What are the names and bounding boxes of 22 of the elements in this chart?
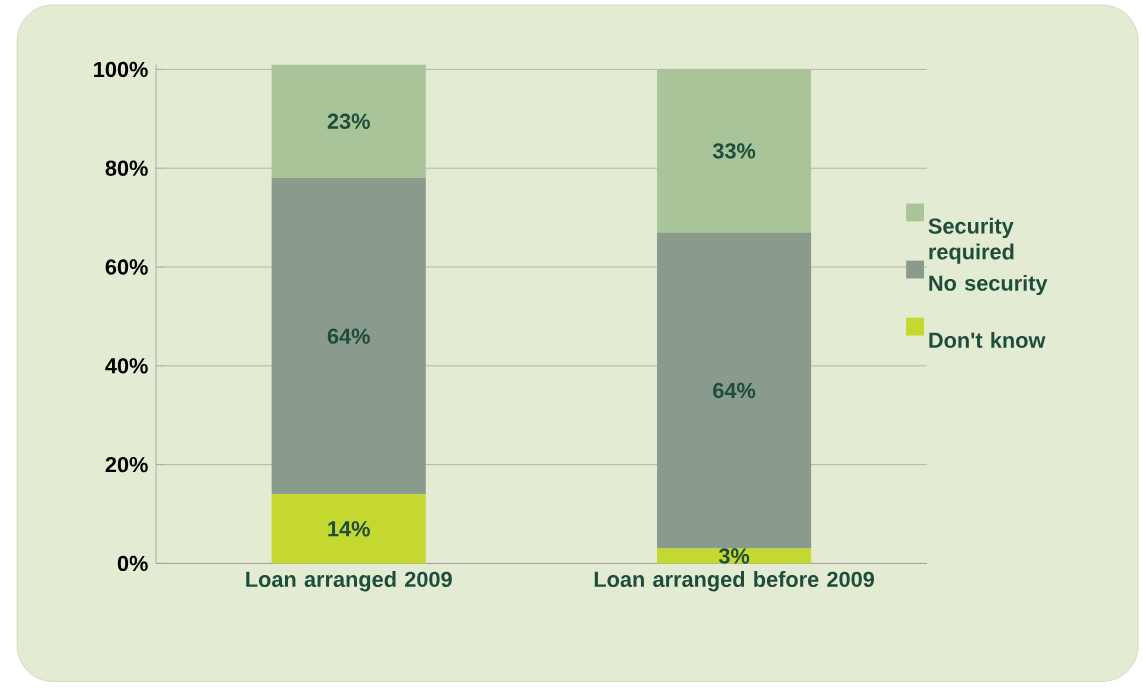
legend-label: Security required xyxy=(928,217,1014,264)
y-tick-label: 80% xyxy=(105,160,148,176)
legend-label: No security xyxy=(929,274,1048,295)
y-tick-label: 40% xyxy=(105,357,148,374)
data-label: 14% xyxy=(328,521,370,537)
y-tick-label: 20% xyxy=(105,456,148,473)
data-label: 64% xyxy=(713,382,756,399)
bar xyxy=(271,494,426,564)
data-label: 33% xyxy=(712,143,756,159)
bar xyxy=(657,232,812,549)
y-tick-label: 100% xyxy=(94,61,148,77)
x-tick-label: Loan arranged 2009 xyxy=(246,570,452,592)
legend-label: Don't know xyxy=(929,331,1046,348)
y-tick-label: 0% xyxy=(117,555,148,571)
data-label: 3% xyxy=(718,548,750,564)
data-label: 64% xyxy=(327,328,370,344)
y-tick-label: 60% xyxy=(105,259,148,275)
bar xyxy=(271,177,426,495)
x-tick-label: Loan arranged before 2009 xyxy=(594,570,875,592)
data-label: 23% xyxy=(327,113,370,129)
bar xyxy=(271,64,426,178)
bar xyxy=(657,69,812,233)
